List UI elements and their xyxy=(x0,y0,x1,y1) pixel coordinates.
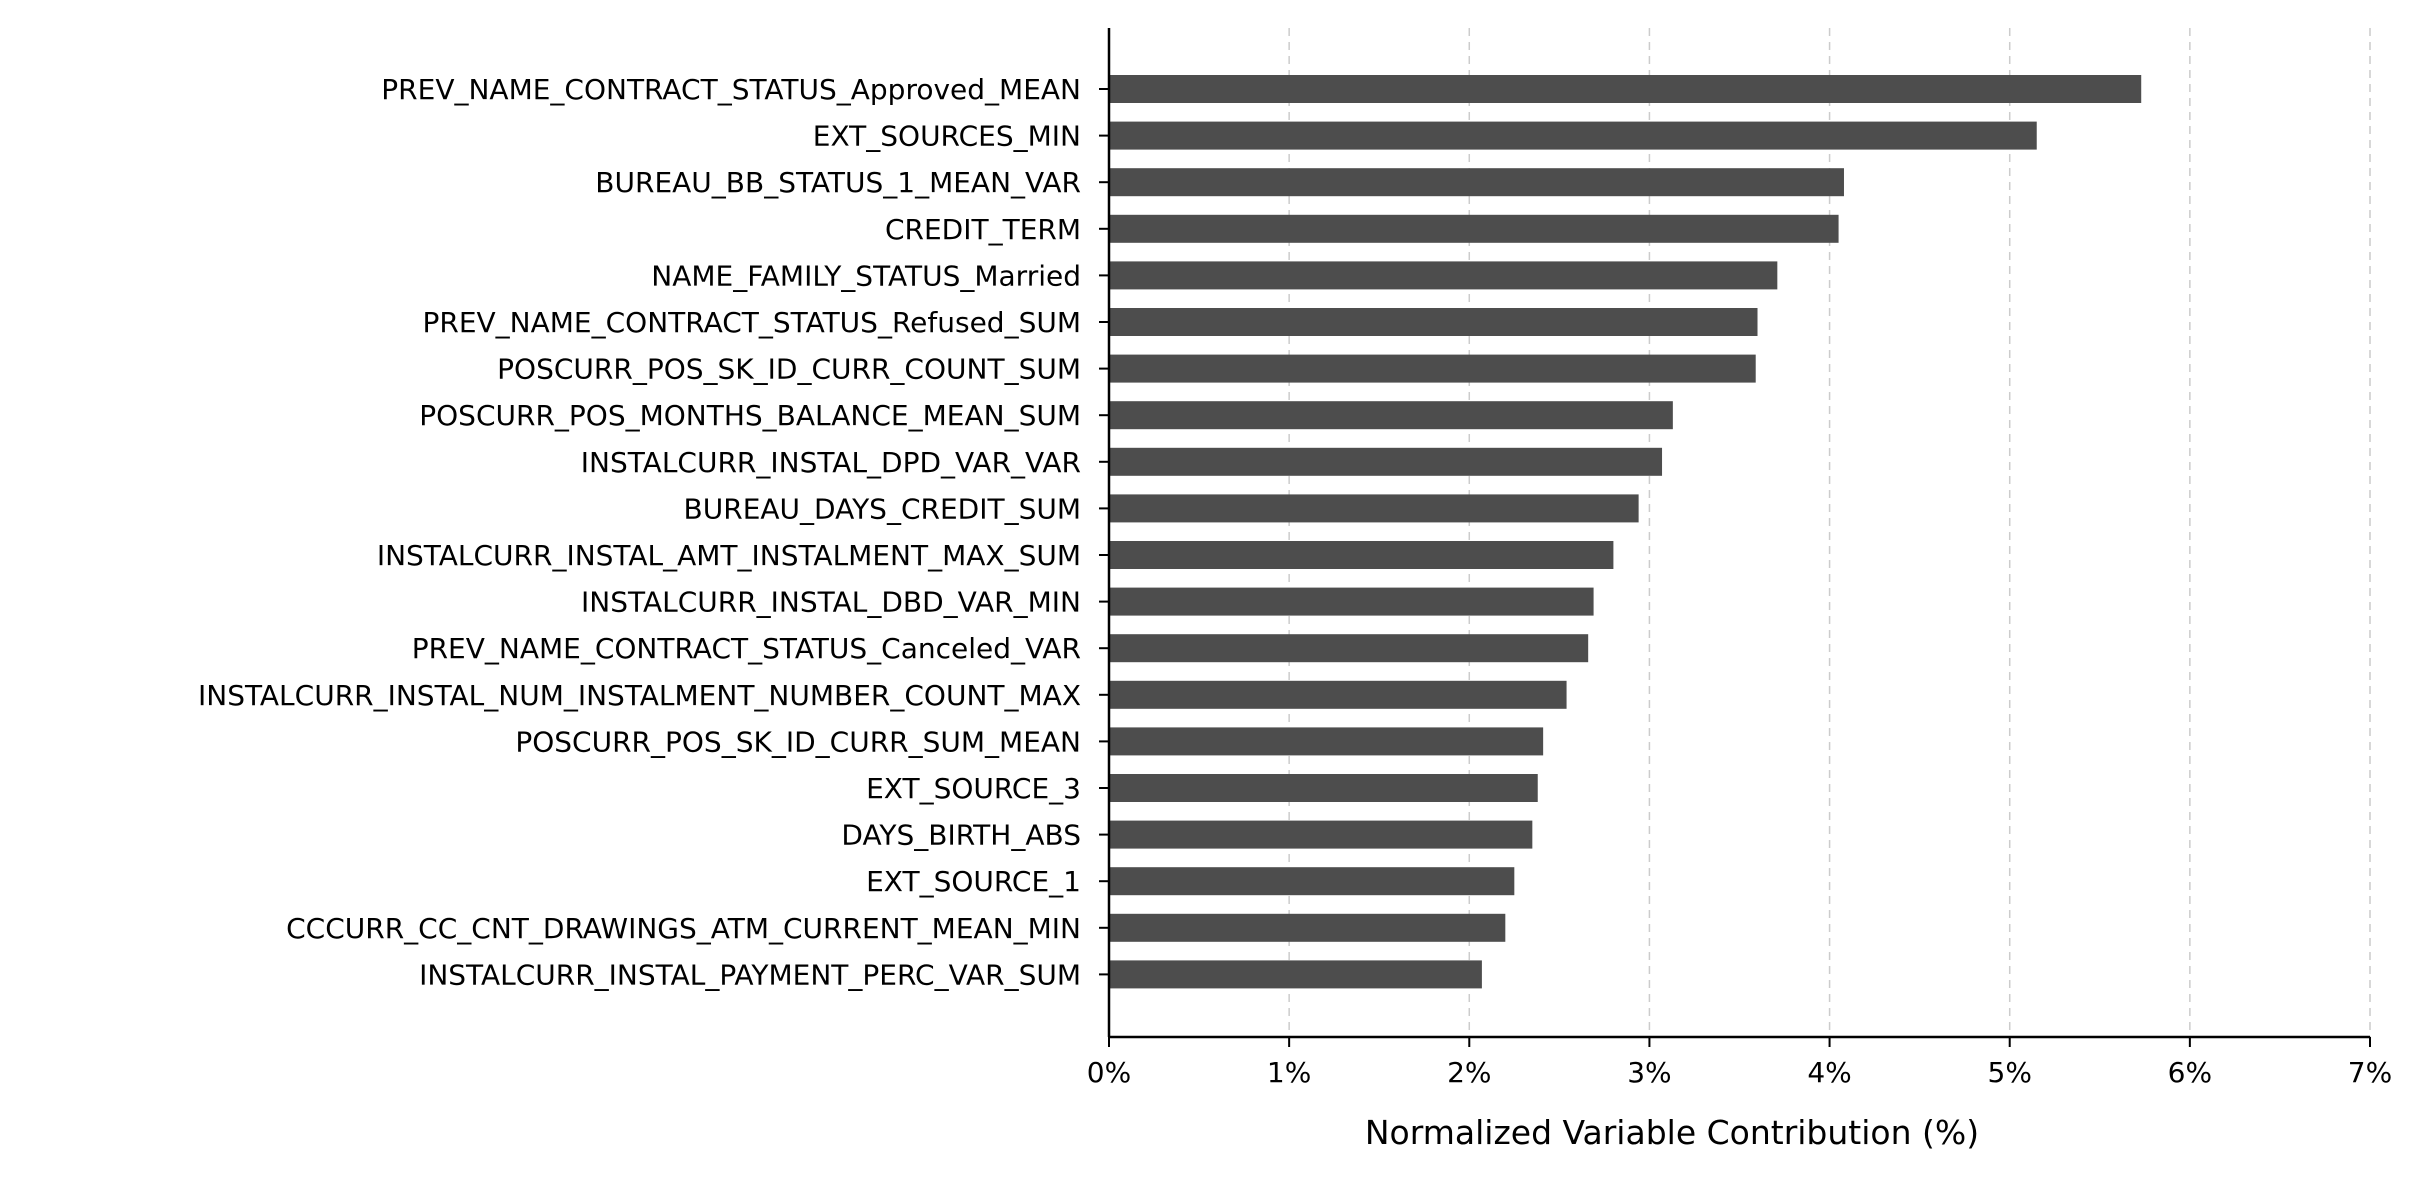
x-tick-label: 1% xyxy=(1267,1056,1311,1089)
bar xyxy=(1109,354,1756,383)
bar xyxy=(1109,587,1594,616)
x-tick-label: 2% xyxy=(1447,1056,1491,1089)
category-label: INSTALCURR_INSTAL_DPD_VAR_VAR xyxy=(581,446,1081,479)
category-label: NAME_FAMILY_STATUS_Married xyxy=(651,259,1081,292)
bar xyxy=(1109,75,2142,103)
category-label: INSTALCURR_INSTAL_DBD_VAR_MIN xyxy=(581,586,1081,619)
x-tick-label: 6% xyxy=(2168,1056,2212,1089)
bars xyxy=(1109,75,2142,989)
bar xyxy=(1109,541,1614,569)
category-label: DAYS_BIRTH_ABS xyxy=(841,819,1081,852)
category-label: EXT_SOURCE_3 xyxy=(866,772,1081,805)
bar xyxy=(1109,121,2037,150)
bar xyxy=(1109,634,1589,663)
category-label: INSTALCURR_INSTAL_PAYMENT_PERC_VAR_SUM xyxy=(419,958,1081,991)
category-label: EXT_SOURCES_MIN xyxy=(813,120,1081,153)
category-label: PREV_NAME_CONTRACT_STATUS_Approved_MEAN xyxy=(381,73,1081,106)
bar xyxy=(1109,447,1663,476)
bar xyxy=(1109,820,1533,849)
category-label: CCCURR_CC_CNT_DRAWINGS_ATM_CURRENT_MEAN_… xyxy=(286,912,1081,945)
bar xyxy=(1109,308,1758,336)
x-axis-title: Normalized Variable Contribution (%) xyxy=(1365,1113,1979,1152)
x-ticks: 0% 1% 2% 3% 4% 5% 6% 7% xyxy=(1087,1037,2392,1089)
bar xyxy=(1109,494,1639,523)
category-label: POSCURR_POS_MONTHS_BALANCE_MEAN_SUM xyxy=(419,399,1081,432)
bar xyxy=(1109,214,1839,243)
bar xyxy=(1109,261,1778,290)
category-label: PREV_NAME_CONTRACT_STATUS_Refused_SUM xyxy=(422,306,1081,339)
category-label: INSTALCURR_INSTAL_AMT_INSTALMENT_MAX_SUM xyxy=(377,539,1081,572)
category-label: POSCURR_POS_SK_ID_CURR_SUM_MEAN xyxy=(515,725,1081,758)
bar xyxy=(1109,168,1844,197)
category-label: CREDIT_TERM xyxy=(885,213,1081,246)
category-label: INSTALCURR_INSTAL_NUM_INSTALMENT_NUMBER_… xyxy=(198,679,1081,712)
x-tick-label: 3% xyxy=(1627,1056,1671,1089)
bar xyxy=(1109,401,1673,430)
bar xyxy=(1109,680,1567,709)
category-label: EXT_SOURCE_1 xyxy=(866,865,1081,898)
bar xyxy=(1109,960,1482,989)
category-label: PREV_NAME_CONTRACT_STATUS_Canceled_VAR xyxy=(412,632,1081,665)
x-tick-label: 0% xyxy=(1087,1056,1131,1089)
bar xyxy=(1109,774,1538,802)
category-label: BUREAU_BB_STATUS_1_MEAN_VAR xyxy=(595,166,1081,199)
x-tick-label: 4% xyxy=(1807,1056,1851,1089)
x-tick-label: 5% xyxy=(1988,1056,2032,1089)
x-tick-label: 7% xyxy=(2348,1056,2392,1089)
axes xyxy=(1107,28,2370,1039)
bar xyxy=(1109,867,1515,896)
category-labels: PREV_NAME_CONTRACT_STATUS_Approved_MEAN E… xyxy=(198,73,1109,991)
bar xyxy=(1109,913,1506,942)
bar xyxy=(1109,727,1544,756)
category-label: POSCURR_POS_SK_ID_CURR_COUNT_SUM xyxy=(497,353,1081,386)
category-label: BUREAU_DAYS_CREDIT_SUM xyxy=(684,492,1081,525)
